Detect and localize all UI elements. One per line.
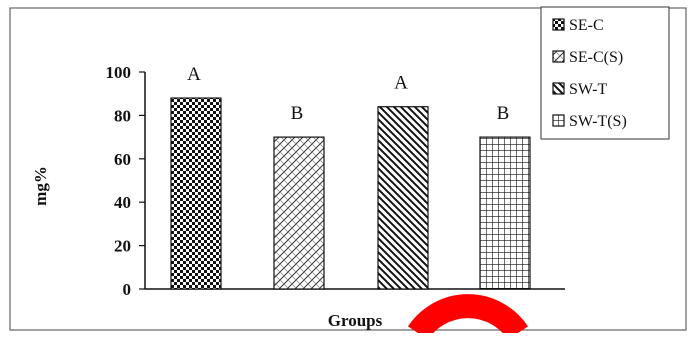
legend-swatch — [552, 50, 565, 63]
legend-swatch — [552, 18, 565, 31]
significance-letter: A — [394, 73, 408, 94]
y-tick-label: 60 — [114, 150, 131, 169]
legend: SE-C SE-C(S) SW-T SW-T(S) — [540, 6, 670, 140]
significance-letter: A — [187, 64, 201, 85]
y-axis-title: mg% — [31, 166, 50, 206]
legend-swatch — [552, 82, 565, 95]
bar-sw-t — [377, 106, 429, 290]
legend-label: SW-T — [569, 81, 607, 98]
bar-se-c-s — [273, 136, 325, 290]
y-tick-label: 80 — [114, 106, 131, 125]
y-tick-label: 20 — [114, 237, 131, 256]
bar-sw-t-s — [479, 136, 531, 290]
red-circle-mark — [408, 294, 528, 338]
y-tick-label: 100 — [106, 63, 132, 82]
x-axis-title: Groups — [328, 311, 383, 330]
bars — [170, 97, 531, 290]
chart-frame — [9, 7, 687, 331]
significance-letter: B — [497, 103, 510, 124]
y-tick-label: 0 — [123, 280, 132, 299]
legend-swatch — [552, 114, 565, 127]
y-ticks: 0 20 40 60 80 100 — [106, 63, 145, 299]
significance-letter: B — [291, 103, 304, 124]
legend-label: SW-T(S) — [569, 113, 627, 130]
legend-label: SE-C — [569, 17, 604, 34]
significance-letters: A B A B — [187, 64, 509, 124]
bar-se-c — [170, 97, 222, 290]
legend-label: SE-C(S) — [569, 49, 623, 66]
y-tick-label: 40 — [114, 193, 131, 212]
